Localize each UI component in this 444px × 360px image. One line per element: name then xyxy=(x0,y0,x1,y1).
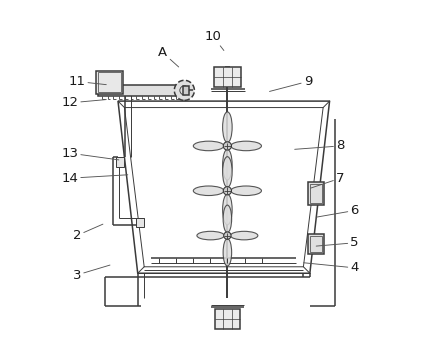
Ellipse shape xyxy=(231,141,262,151)
Bar xyxy=(116,157,124,167)
Text: 8: 8 xyxy=(295,139,345,152)
Text: A: A xyxy=(158,46,178,67)
Ellipse shape xyxy=(231,186,262,195)
Text: 10: 10 xyxy=(205,30,224,50)
Bar xyxy=(308,234,324,253)
Bar xyxy=(310,184,322,203)
Text: 2: 2 xyxy=(72,224,103,242)
Bar xyxy=(98,72,121,92)
Circle shape xyxy=(223,187,231,195)
Text: 7: 7 xyxy=(311,172,345,188)
Circle shape xyxy=(174,80,194,100)
Ellipse shape xyxy=(222,112,232,143)
Bar xyxy=(136,218,144,226)
Ellipse shape xyxy=(193,141,224,151)
Bar xyxy=(310,235,322,252)
Ellipse shape xyxy=(223,239,232,266)
Text: 14: 14 xyxy=(61,172,128,185)
Bar xyxy=(98,85,181,96)
Text: 9: 9 xyxy=(270,75,312,91)
Text: 6: 6 xyxy=(316,204,359,217)
Bar xyxy=(215,309,240,329)
Text: 11: 11 xyxy=(68,75,106,88)
Text: 13: 13 xyxy=(61,147,119,160)
Ellipse shape xyxy=(230,231,258,240)
Ellipse shape xyxy=(223,205,232,233)
Circle shape xyxy=(223,142,231,150)
Bar xyxy=(182,86,189,95)
Circle shape xyxy=(224,232,231,239)
Bar xyxy=(308,182,324,205)
Ellipse shape xyxy=(222,157,232,187)
Text: 12: 12 xyxy=(61,96,106,109)
Bar xyxy=(214,67,241,87)
Bar xyxy=(96,71,123,94)
Ellipse shape xyxy=(222,194,232,225)
Text: 5: 5 xyxy=(316,236,359,249)
Text: 4: 4 xyxy=(304,261,359,274)
Ellipse shape xyxy=(193,186,224,195)
Text: 3: 3 xyxy=(72,265,110,282)
Ellipse shape xyxy=(197,231,224,240)
Ellipse shape xyxy=(222,149,232,180)
